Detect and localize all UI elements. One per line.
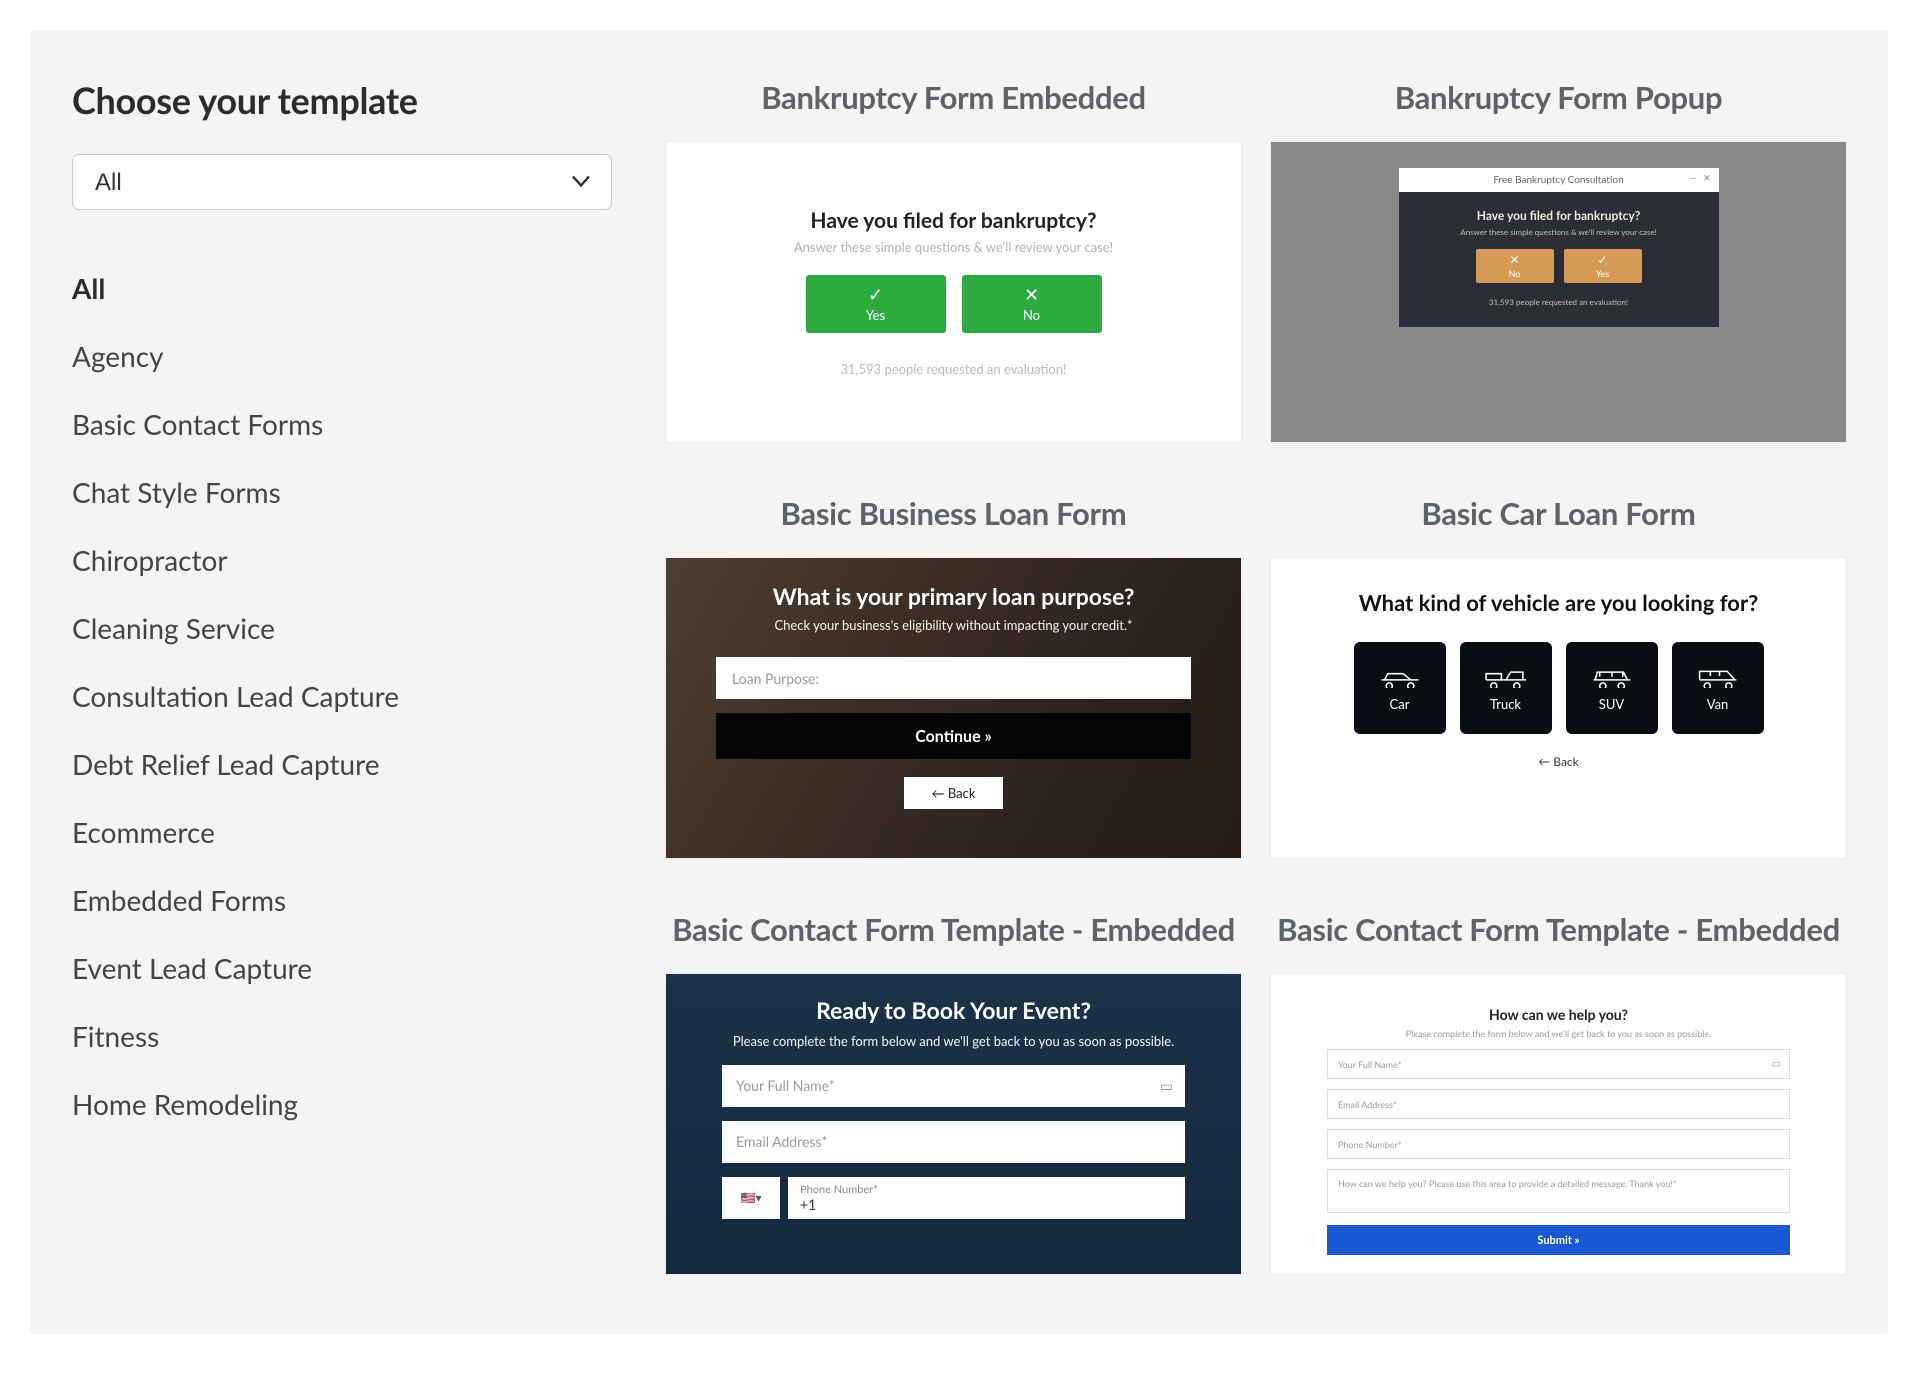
preview-phone-field: 🇺🇸▾ Phone Number* +1	[722, 1177, 1185, 1219]
card-title: Bankruptcy Form Embedded	[761, 78, 1146, 116]
x-icon: ✕	[1024, 285, 1039, 303]
preview-footer: 31,593 people requested an evaluation!	[1417, 297, 1701, 307]
preview-no-button: ✕ No	[1476, 249, 1554, 283]
check-icon: ✓	[868, 285, 883, 303]
template-card-business-loan: Basic Business Loan Form What is your pr…	[666, 494, 1241, 858]
preview-submit-button: Submit »	[1327, 1225, 1790, 1255]
preview-subtext: Answer these simple questions & we'll re…	[794, 239, 1113, 255]
vehicle-tile-truck: Truck	[1460, 642, 1552, 734]
category-item[interactable]: Embedded Forms	[72, 866, 612, 934]
card-title: Basic Car Loan Form	[1421, 494, 1695, 532]
preview-footer: 31,593 people requested an evaluation!	[840, 361, 1066, 377]
preview-subtext: Check your business's eligibility withou…	[774, 617, 1132, 633]
preview-continue-button: Continue »	[716, 713, 1191, 759]
id-card-icon: ▭	[1772, 1058, 1781, 1070]
card-thumbnail[interactable]: How can we help you? Please complete the…	[1271, 974, 1846, 1274]
preview-question: What kind of vehicle are you looking for…	[1359, 588, 1759, 618]
category-item[interactable]: Event Lead Capture	[72, 934, 612, 1002]
category-item[interactable]: Basic Contact Forms	[72, 390, 612, 458]
flag-icon: 🇺🇸▾	[722, 1177, 780, 1219]
card-thumbnail[interactable]: Free Bankruptcy Consultation — ✕ Have yo…	[1271, 142, 1846, 442]
preview-no-button: ✕ No	[962, 275, 1102, 333]
card-title: Bankruptcy Form Popup	[1395, 78, 1723, 116]
category-item[interactable]: Chiropractor	[72, 526, 612, 594]
card-title: Basic Contact Form Template - Embedded	[1277, 910, 1840, 948]
preview-yes-button: ✓ Yes	[1564, 249, 1642, 283]
card-thumbnail[interactable]: What is your primary loan purpose? Check…	[666, 558, 1241, 858]
category-item[interactable]: Cleaning Service	[72, 594, 612, 662]
category-item[interactable]: Ecommerce	[72, 798, 612, 866]
template-gallery-panel: Choose your template All AllAgencyBasic …	[30, 30, 1888, 1334]
preview-back-button: ← Back	[1538, 754, 1579, 769]
card-thumbnail[interactable]: Ready to Book Your Event? Please complet…	[666, 974, 1241, 1274]
category-item[interactable]: Home Remodeling	[72, 1070, 612, 1138]
category-item[interactable]: Agency	[72, 322, 612, 390]
template-card-contact-simple: Basic Contact Form Template - Embedded H…	[1271, 910, 1846, 1274]
preview-question: How can we help you?	[1489, 1006, 1628, 1023]
category-item[interactable]: Debt Relief Lead Capture	[72, 730, 612, 798]
category-item[interactable]: All	[72, 254, 612, 322]
preview-name-field: Your Full Name* ▭	[1327, 1049, 1790, 1079]
preview-question: Have you filed for bankruptcy?	[810, 208, 1096, 233]
category-list: AllAgencyBasic Contact FormsChat Style F…	[72, 254, 612, 1138]
template-card-bankruptcy-popup: Bankruptcy Form Popup Free Bankruptcy Co…	[1271, 78, 1846, 442]
preview-name-field: Your Full Name* ▭	[722, 1065, 1185, 1107]
category-select-wrap[interactable]: All	[72, 154, 612, 210]
card-thumbnail[interactable]: Have you filed for bankruptcy? Answer th…	[666, 142, 1241, 442]
preview-yes-button: ✓ Yes	[806, 275, 946, 333]
template-card-bankruptcy-embedded: Bankruptcy Form Embedded Have you filed …	[666, 78, 1241, 442]
preview-question: Ready to Book Your Event?	[816, 996, 1091, 1024]
category-item[interactable]: Chat Style Forms	[72, 458, 612, 526]
preview-back-button: ← Back	[904, 777, 1004, 809]
x-icon: ✕	[1509, 254, 1519, 266]
preview-message-field: How can we help you? Please use this are…	[1327, 1169, 1790, 1213]
preview-subtext: Please complete the form below and we'll…	[733, 1032, 1174, 1051]
preview-question: Have you filed for bankruptcy?	[1417, 208, 1701, 223]
template-grid: Bankruptcy Form Embedded Have you filed …	[666, 78, 1846, 1274]
category-item[interactable]: Consultation Lead Capture	[72, 662, 612, 730]
card-title: Basic Business Loan Form	[781, 494, 1127, 532]
template-sidebar: Choose your template All AllAgencyBasic …	[72, 78, 612, 1274]
preview-email-field: Email Address*	[722, 1121, 1185, 1163]
sidebar-heading: Choose your template	[72, 78, 612, 122]
vehicle-tile-suv: SUV	[1566, 642, 1658, 734]
card-thumbnail[interactable]: What kind of vehicle are you looking for…	[1271, 558, 1846, 858]
preview-subtext: Answer these simple questions & we'll re…	[1417, 227, 1701, 237]
vehicle-tile-van: Van	[1672, 642, 1764, 734]
category-select[interactable]: All	[72, 154, 612, 210]
preview-email-field: Email Address*	[1327, 1089, 1790, 1119]
vehicle-tile-car: Car	[1354, 642, 1446, 734]
template-card-contact-event: Basic Contact Form Template - Embedded R…	[666, 910, 1241, 1274]
id-card-icon: ▭	[1160, 1077, 1173, 1095]
preview-subtext: Please complete the form below and we'll…	[1406, 1028, 1712, 1039]
template-card-car-loan: Basic Car Loan Form What kind of vehicle…	[1271, 494, 1846, 858]
window-controls-icon: — ✕	[1690, 172, 1713, 184]
preview-question: What is your primary loan purpose?	[773, 582, 1135, 610]
category-item[interactable]: Fitness	[72, 1002, 612, 1070]
preview-modal: Free Bankruptcy Consultation — ✕ Have yo…	[1399, 168, 1719, 327]
card-title: Basic Contact Form Template - Embedded	[672, 910, 1235, 948]
preview-titlebar: Free Bankruptcy Consultation — ✕	[1399, 168, 1719, 192]
preview-phone-field: Phone Number*	[1327, 1129, 1790, 1159]
preview-select: Loan Purpose:	[716, 657, 1191, 699]
check-icon: ✓	[1597, 254, 1607, 266]
